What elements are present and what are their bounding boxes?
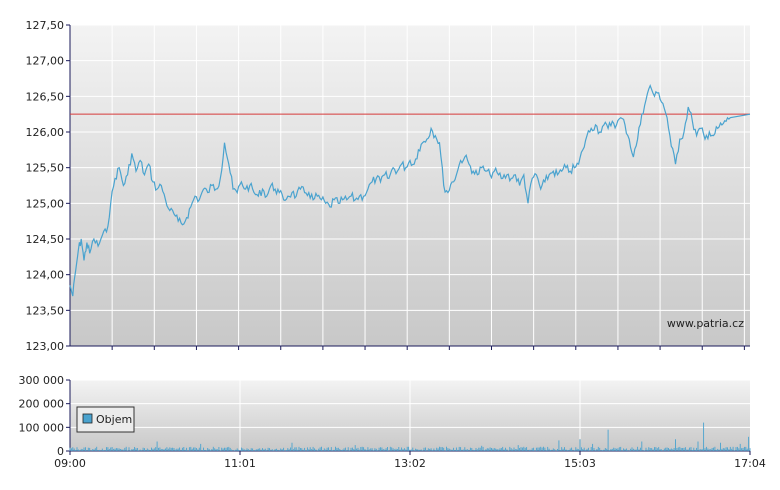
price-y-tick-label: 125,50 — [26, 162, 65, 175]
price-plot-background — [70, 25, 750, 346]
volume-x-tick-label: 13:02 — [394, 457, 426, 470]
volume-x-tick-label: 09:00 — [54, 457, 86, 470]
volume-panel: 300 000 200 000 100 000 0 09:00 11:01 13:02 15… — [19, 374, 766, 470]
price-x-axis-ticks — [111, 346, 745, 350]
price-y-tick-label: 127,50 — [26, 19, 65, 32]
volume-x-axis-ticks: 09:00 11:01 13:02 15:03 17:04 — [54, 451, 766, 470]
volume-y-tick-label: 0 — [57, 445, 64, 458]
legend-label: Objem — [96, 413, 132, 426]
volume-gridlines — [70, 379, 750, 451]
price-y-tick-label: 127,00 — [26, 55, 65, 68]
volume-x-tick-label: 15:03 — [564, 457, 596, 470]
price-y-tick-label: 126,00 — [26, 126, 65, 139]
price-y-tick-label: 123,50 — [26, 304, 65, 317]
volume-y-tick-label: 200 000 — [19, 398, 65, 411]
price-series-line — [69, 83, 751, 297]
price-y-tick-label: 124,50 — [26, 233, 65, 246]
price-panel: 127,50 127,00 126,50 126,00 125,50 125,00 124,… — [26, 19, 751, 353]
volume-x-tick-label: 11:01 — [224, 457, 256, 470]
price-y-tick-label: 126,50 — [26, 90, 65, 103]
price-y-tick-label: 125,00 — [26, 197, 65, 210]
volume-y-tick-label: 100 000 — [19, 421, 65, 434]
volume-legend: Objem — [76, 406, 135, 433]
legend-swatch — [82, 413, 93, 424]
volume-y-tick-label: 300 000 — [19, 374, 65, 387]
price-y-tick-label: 124,00 — [26, 269, 65, 282]
price-y-axis-ticks: 127,50 127,00 126,50 126,00 125,50 125,00 124,… — [26, 19, 70, 353]
watermark: www.patria.cz — [667, 317, 744, 330]
volume-x-tick-label: 17:04 — [734, 457, 766, 470]
price-y-tick-label: 123,00 — [26, 340, 65, 353]
volume-y-axis-ticks: 300 000 200 000 100 000 0 — [19, 374, 70, 458]
volume-bars — [69, 422, 751, 451]
